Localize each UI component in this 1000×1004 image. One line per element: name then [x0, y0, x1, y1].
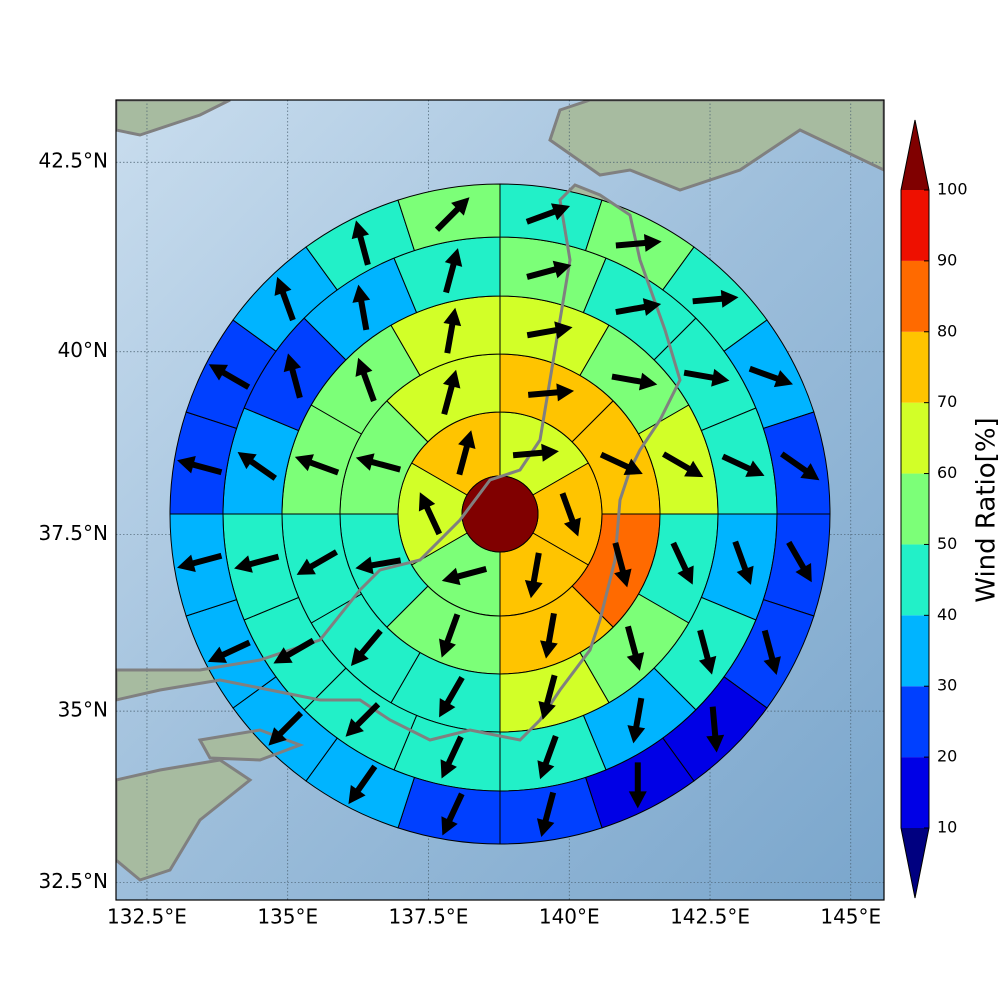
colorbar-bin: [901, 190, 929, 261]
x-tick-label: 132.5°E: [107, 905, 187, 929]
y-tick-label: 32.5°N: [39, 869, 109, 893]
colorbar-over: [901, 120, 929, 190]
colorbar-bin: [901, 261, 929, 332]
y-tick-label: 40°N: [58, 338, 108, 362]
colorbar-tick-label: 50: [937, 534, 957, 553]
colorbar-bin: [901, 757, 929, 828]
colorbar-bin: [901, 686, 929, 757]
colorbar-under: [901, 828, 929, 898]
colorbar-tick-label: 20: [937, 747, 957, 766]
colorbar-label: Wind Ratio[%]: [972, 417, 1000, 602]
y-tick-label: 42.5°N: [39, 149, 109, 173]
y-tick-label: 37.5°N: [39, 521, 109, 545]
colorbar-bin: [901, 474, 929, 545]
x-tick-label: 140°E: [539, 905, 600, 929]
colorbar-tick-label: 70: [937, 392, 957, 411]
center-disk: [462, 476, 538, 552]
colorbar-bin: [901, 332, 929, 403]
map: [116, 100, 884, 900]
x-tick-label: 145°E: [820, 905, 881, 929]
colorbar-tick-label: 80: [937, 321, 957, 340]
colorbar-bin: [901, 615, 929, 686]
colorbar-tick-label: 100: [937, 180, 968, 199]
colorbar-bin: [901, 403, 929, 474]
x-tick-label: 135°E: [257, 905, 318, 929]
x-tick-label: 142.5°E: [670, 905, 750, 929]
x-tick-label: 137.5°E: [389, 905, 469, 929]
colorbar-tick-label: 30: [937, 676, 957, 695]
colorbar-bin: [901, 544, 929, 615]
colorbar-tick-label: 10: [937, 818, 957, 837]
colorbar-tick-label: 90: [937, 250, 957, 269]
colorbar: 10 20 30 40 50 60 70 80 90 100: [901, 120, 968, 898]
y-tick-label: 35°N: [58, 698, 108, 722]
colorbar-tick-label: 40: [937, 605, 957, 624]
colorbar-tick-label: 60: [937, 463, 957, 482]
